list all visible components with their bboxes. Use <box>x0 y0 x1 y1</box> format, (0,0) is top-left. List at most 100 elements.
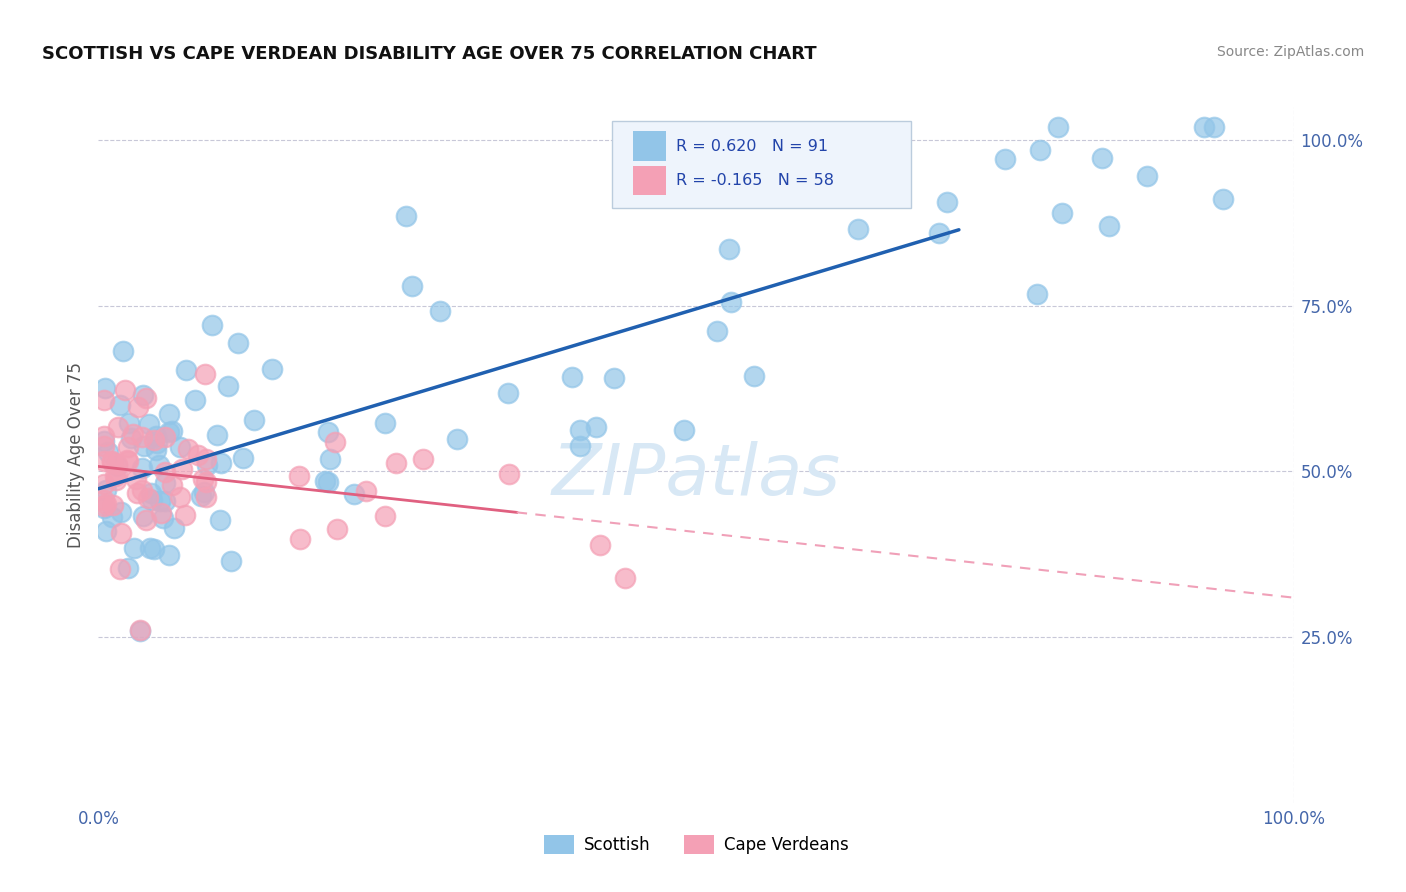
Point <box>101 455 124 469</box>
Point <box>145 429 167 443</box>
Point <box>316 425 339 439</box>
Point <box>706 325 728 339</box>
Text: R = 0.620   N = 91: R = 0.620 N = 91 <box>676 138 828 153</box>
Point <box>153 476 176 491</box>
Point <box>928 227 950 241</box>
Point <box>201 318 224 333</box>
Text: ZIPatlas: ZIPatlas <box>551 442 841 510</box>
Point <box>131 509 153 524</box>
Point <box>138 541 160 555</box>
Point <box>162 424 184 438</box>
Point <box>401 279 423 293</box>
Point <box>153 493 176 508</box>
Point <box>187 448 209 462</box>
Point <box>121 427 143 442</box>
Point <box>110 526 132 541</box>
Point <box>193 484 215 499</box>
Point <box>326 522 349 536</box>
Point <box>134 439 156 453</box>
Point <box>127 486 149 500</box>
Point <box>129 624 152 639</box>
Point <box>150 506 173 520</box>
Point <box>112 343 135 358</box>
Point <box>373 508 395 523</box>
Point <box>101 510 124 524</box>
Point <box>183 392 205 407</box>
Point <box>114 383 136 397</box>
Point <box>93 493 115 508</box>
Point <box>177 442 200 456</box>
Point <box>208 513 231 527</box>
Point <box>93 393 115 408</box>
Y-axis label: Disability Age Over 75: Disability Age Over 75 <box>67 362 86 548</box>
Point <box>155 465 177 479</box>
Point <box>673 423 696 437</box>
Point <box>107 458 129 473</box>
Point <box>1098 219 1121 233</box>
Point <box>193 473 215 487</box>
Point <box>195 458 218 473</box>
Point <box>412 451 434 466</box>
Point <box>446 433 468 447</box>
Point <box>159 425 181 440</box>
Point <box>354 483 377 498</box>
Point <box>209 456 232 470</box>
Point <box>314 475 336 489</box>
Point <box>935 194 957 209</box>
Point <box>131 483 153 497</box>
Point <box>160 477 183 491</box>
Bar <box>633 131 666 161</box>
Point <box>149 494 172 508</box>
Point <box>93 453 115 467</box>
Point <box>323 435 346 450</box>
Point <box>395 209 418 223</box>
Point <box>569 423 592 437</box>
Point <box>118 416 141 430</box>
Point <box>155 430 177 444</box>
Point <box>1029 143 1052 157</box>
Point <box>157 548 180 562</box>
Point <box>138 417 160 431</box>
Point <box>127 401 149 415</box>
Point <box>1212 192 1234 206</box>
Point <box>718 242 741 256</box>
Point <box>194 367 217 381</box>
Point <box>316 475 339 490</box>
Point <box>1136 169 1159 183</box>
Point <box>779 181 801 195</box>
Point <box>589 538 612 552</box>
Point <box>93 439 115 453</box>
Point <box>124 541 146 555</box>
Point <box>994 152 1017 166</box>
Point <box>228 335 250 350</box>
Point <box>219 554 242 568</box>
Point <box>720 295 742 310</box>
Point <box>110 398 132 412</box>
Point <box>141 493 163 508</box>
Point <box>848 221 870 235</box>
Point <box>194 475 217 489</box>
Point <box>117 440 139 454</box>
Point <box>131 461 153 475</box>
Point <box>569 439 592 453</box>
Point <box>105 466 128 480</box>
Text: R = -0.165   N = 58: R = -0.165 N = 58 <box>676 173 834 188</box>
Point <box>243 413 266 427</box>
Point <box>135 513 157 527</box>
Point <box>110 505 132 519</box>
Point <box>169 440 191 454</box>
Point <box>169 490 191 504</box>
Point <box>115 453 138 467</box>
Point <box>107 457 129 471</box>
Point <box>173 508 195 522</box>
Point <box>585 420 607 434</box>
Point <box>139 485 162 500</box>
Point <box>498 467 520 482</box>
Point <box>93 434 115 449</box>
Text: Source: ZipAtlas.com: Source: ZipAtlas.com <box>1216 45 1364 59</box>
FancyBboxPatch shape <box>613 121 911 208</box>
Point <box>94 483 117 498</box>
Point <box>94 497 117 511</box>
Point <box>145 442 167 457</box>
Point <box>136 491 159 505</box>
